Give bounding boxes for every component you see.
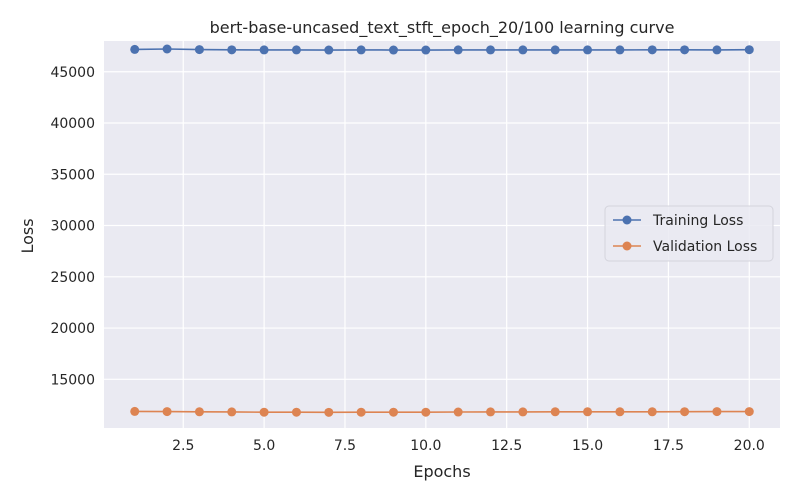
- data-point: [583, 45, 593, 55]
- data-point: [130, 406, 140, 416]
- data-point: [680, 407, 690, 417]
- data-point: [324, 407, 334, 417]
- legend-marker: [622, 241, 632, 251]
- series-validation-loss: [130, 406, 754, 417]
- legend-box: [604, 205, 774, 262]
- x-tick-label: 12.5: [491, 438, 522, 454]
- data-point: [744, 407, 754, 417]
- series-line: [134, 410, 750, 414]
- data-point: [356, 407, 366, 417]
- legend-item: Training Loss: [613, 213, 743, 229]
- data-point: [518, 407, 528, 417]
- data-point: [744, 45, 754, 55]
- data-point: [356, 45, 366, 55]
- y-axis-label: Loss: [18, 218, 37, 253]
- legend: Training Loss Validation Loss: [604, 205, 774, 262]
- data-point: [712, 407, 722, 417]
- y-tick-label: 35000: [50, 167, 95, 183]
- y-tick-label: 45000: [50, 65, 95, 81]
- chart-title: bert-base-uncased_text_stft_epoch_20/100…: [210, 18, 675, 38]
- y-axis-ticks: 15000 20000 25000 30000 35000 40000 45000: [50, 65, 95, 389]
- data-point: [421, 407, 431, 417]
- data-point: [259, 45, 269, 55]
- data-point: [259, 407, 269, 417]
- x-tick-label: 20.0: [734, 438, 765, 454]
- data-point: [550, 45, 560, 55]
- data-point: [486, 45, 496, 55]
- data-point: [194, 407, 204, 417]
- data-point: [162, 44, 172, 54]
- data-point: [130, 44, 140, 54]
- x-tick-label: 7.5: [334, 438, 356, 454]
- y-tick-label: 15000: [50, 372, 95, 388]
- data-point: [486, 407, 496, 417]
- data-point: [291, 407, 301, 417]
- data-point: [227, 407, 237, 417]
- data-point: [421, 45, 431, 55]
- data-point: [647, 407, 657, 417]
- data-point: [550, 407, 560, 417]
- x-tick-label: 15.0: [572, 438, 603, 454]
- data-point: [291, 45, 301, 55]
- data-point: [615, 407, 625, 417]
- y-tick-label: 20000: [50, 321, 95, 337]
- data-point: [324, 45, 334, 55]
- data-point: [162, 407, 172, 417]
- y-tick-label: 25000: [50, 270, 95, 286]
- legend-label: Training Loss: [652, 213, 743, 229]
- data-point: [583, 407, 593, 417]
- data-point: [712, 45, 722, 55]
- data-point: [194, 45, 204, 55]
- data-point: [453, 407, 463, 417]
- x-axis-ticks: 2.5 5.0 7.5 10.0 12.5 15.0 17.5 20.0: [172, 438, 765, 454]
- series-line: [134, 48, 750, 51]
- y-tick-label: 30000: [50, 219, 95, 235]
- data-point: [518, 45, 528, 55]
- x-tick-label: 17.5: [653, 438, 684, 454]
- legend-label: Validation Loss: [653, 239, 757, 255]
- data-point: [388, 407, 398, 417]
- data-point: [647, 45, 657, 55]
- x-tick-label: 2.5: [172, 438, 194, 454]
- legend-marker: [622, 215, 632, 225]
- data-point: [388, 45, 398, 55]
- x-tick-label: 10.0: [410, 438, 441, 454]
- data-point: [453, 45, 463, 55]
- x-axis-label: Epochs: [413, 462, 470, 481]
- series-training-loss: [130, 44, 754, 55]
- y-tick-label: 40000: [50, 116, 95, 132]
- data-point: [615, 45, 625, 55]
- data-point: [680, 45, 690, 55]
- data-point: [227, 45, 237, 55]
- legend-item: Validation Loss: [613, 239, 757, 255]
- x-tick-label: 5.0: [253, 438, 275, 454]
- series-layer: [130, 44, 754, 417]
